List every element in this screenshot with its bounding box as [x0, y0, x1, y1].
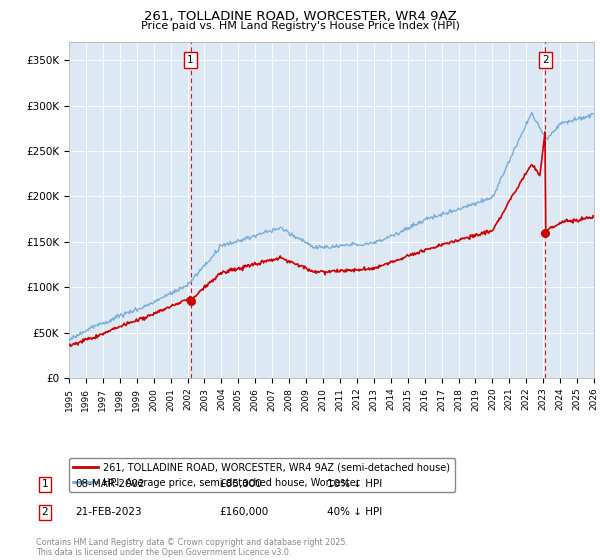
Text: 08-MAR-2002: 08-MAR-2002 [75, 479, 145, 489]
Text: 21-FEB-2023: 21-FEB-2023 [75, 507, 142, 517]
Text: 1: 1 [187, 55, 194, 65]
Legend: 261, TOLLADINE ROAD, WORCESTER, WR4 9AZ (semi-detached house), HPI: Average pric: 261, TOLLADINE ROAD, WORCESTER, WR4 9AZ … [68, 458, 455, 492]
Text: Price paid vs. HM Land Registry's House Price Index (HPI): Price paid vs. HM Land Registry's House … [140, 21, 460, 31]
Text: 10% ↓ HPI: 10% ↓ HPI [327, 479, 382, 489]
Text: 2: 2 [41, 507, 49, 517]
Text: Contains HM Land Registry data © Crown copyright and database right 2025.
This d: Contains HM Land Registry data © Crown c… [36, 538, 348, 557]
Text: £160,000: £160,000 [219, 507, 268, 517]
Text: £85,000: £85,000 [219, 479, 262, 489]
Text: 261, TOLLADINE ROAD, WORCESTER, WR4 9AZ: 261, TOLLADINE ROAD, WORCESTER, WR4 9AZ [143, 10, 457, 23]
Point [541, 228, 550, 237]
Point [186, 296, 196, 305]
Text: 1: 1 [41, 479, 49, 489]
Text: 2: 2 [542, 55, 549, 65]
Text: 40% ↓ HPI: 40% ↓ HPI [327, 507, 382, 517]
